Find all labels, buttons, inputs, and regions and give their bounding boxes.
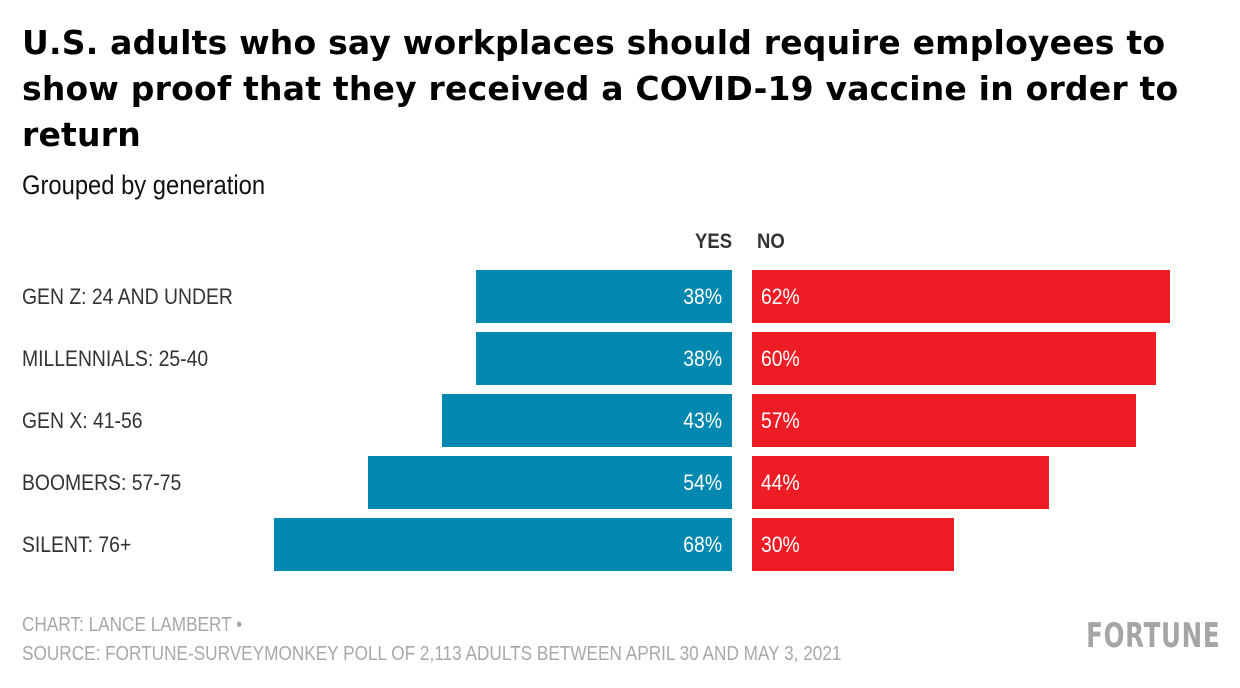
bar-no-label: 60%: [761, 346, 800, 371]
bar-yes-label: 43%: [683, 408, 722, 433]
category-label: MILLENNIALS: 25-40: [22, 346, 209, 371]
bar-no-label: 62%: [761, 284, 800, 309]
bar-yes: [442, 394, 732, 447]
bar-no: [752, 270, 1170, 323]
chart-source: SOURCE: FORTUNE-SURVEYMONKEY POLL OF 2,1…: [22, 643, 842, 665]
bar-yes-label: 38%: [683, 346, 722, 371]
bar-yes-label: 38%: [683, 284, 722, 309]
chart-subtitle: Grouped by generation: [22, 170, 266, 200]
bar-no: [752, 394, 1137, 447]
bar-no: [752, 456, 1049, 509]
bar-yes: [475, 332, 732, 385]
bar-no: [752, 332, 1157, 385]
bar-yes: [273, 518, 732, 571]
bar-no-label: 57%: [761, 408, 800, 433]
chart-credit: CHART: LANCE LAMBERT •: [22, 614, 243, 636]
bar-no-label: 30%: [761, 532, 800, 557]
fortune-logo: FORTUNE: [1085, 616, 1220, 656]
category-label: GEN Z: 24 AND UNDER: [22, 284, 233, 309]
column-header-yes: YES: [695, 230, 732, 253]
chart-title: U.S. adults who say workplaces should re…: [22, 23, 1179, 154]
category-label: SILENT: 76+: [22, 532, 132, 557]
category-label: GEN X: 41-56: [22, 408, 143, 433]
bar-yes: [475, 270, 732, 323]
category-label: BOOMERS: 57-75: [22, 470, 182, 495]
bar-no: [752, 518, 955, 571]
bar-yes-label: 54%: [683, 470, 722, 495]
bar-no-label: 44%: [761, 470, 800, 495]
bar-yes: [368, 456, 732, 509]
column-header-no: NO: [757, 230, 785, 253]
bar-yes-label: 68%: [683, 532, 722, 557]
